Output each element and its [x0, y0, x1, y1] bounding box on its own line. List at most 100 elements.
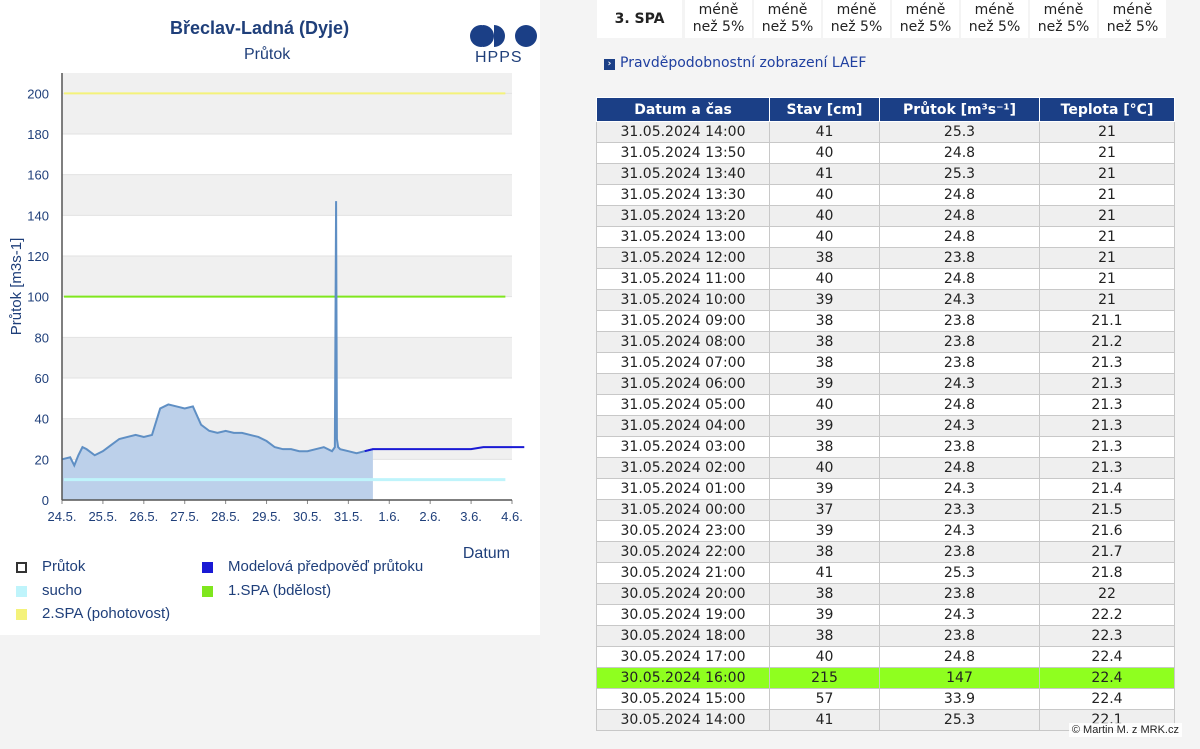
table-row: 31.05.2024 12:00 38 23.8 21 [596, 247, 1175, 269]
cell-flow: 23.8 [879, 310, 1040, 332]
spa-cell: méně než 5% [892, 0, 959, 38]
chart-title: Břeclav-Ladná (Dyje) [170, 18, 350, 38]
column-header-datetime[interactable]: Datum a čas [596, 97, 770, 122]
cell-temperature: 21.1 [1039, 310, 1175, 332]
hpps-logo-text: HPPS [475, 49, 523, 66]
cell-temperature: 22.4 [1039, 646, 1175, 668]
column-header-flow[interactable]: Průtok [m³s⁻¹] [879, 97, 1040, 122]
cell-temperature: 21.3 [1039, 373, 1175, 395]
table-row: 30.05.2024 17:00 40 24.8 22.4 [596, 646, 1175, 668]
table-row: 30.05.2024 21:00 41 25.3 21.8 [596, 562, 1175, 584]
cell-temperature: 21.2 [1039, 331, 1175, 353]
cell-temperature: 21 [1039, 184, 1175, 206]
cell-datetime: 31.05.2024 00:00 [596, 499, 770, 521]
table-row: 31.05.2024 06:00 39 24.3 21.3 [596, 373, 1175, 395]
cell-flow: 23.8 [879, 625, 1040, 647]
legend-item: sucho [16, 582, 266, 602]
cell-flow: 23.8 [879, 352, 1040, 374]
cell-stage: 38 [769, 436, 880, 458]
cell-stage: 40 [769, 205, 880, 227]
cell-flow: 24.8 [879, 226, 1040, 248]
cell-stage: 38 [769, 352, 880, 374]
cell-flow: 25.3 [879, 163, 1040, 185]
measurements-table: Datum a čas Stav [cm] Průtok [m³s⁻¹] Tep… [596, 97, 1175, 731]
grid-band [62, 256, 512, 297]
cell-stage: 39 [769, 604, 880, 626]
table-row: 31.05.2024 01:00 39 24.3 21.4 [596, 478, 1175, 500]
x-tick-label: 26.5. [129, 509, 158, 524]
cell-temperature: 21.3 [1039, 457, 1175, 479]
cell-datetime: 30.05.2024 18:00 [596, 625, 770, 647]
cell-flow: 24.3 [879, 604, 1040, 626]
legend-label: Modelová předpověď průtoku [228, 558, 424, 575]
hpps-logo-icon [470, 25, 537, 47]
cell-datetime: 31.05.2024 09:00 [596, 310, 770, 332]
cell-stage: 40 [769, 142, 880, 164]
credit-text: © Martin M. z MRK.cz [1068, 723, 1182, 737]
cell-temperature: 21 [1039, 121, 1175, 143]
x-tick-label: 24.5. [48, 509, 77, 524]
cell-datetime: 31.05.2024 10:00 [596, 289, 770, 311]
table-row: 30.05.2024 23:00 39 24.3 21.6 [596, 520, 1175, 542]
column-header-stage[interactable]: Stav [cm] [769, 97, 880, 122]
cell-flow: 24.3 [879, 289, 1040, 311]
y-tick-label: 160 [27, 168, 49, 183]
cell-datetime: 31.05.2024 08:00 [596, 331, 770, 353]
cell-temperature: 21 [1039, 142, 1175, 164]
y-tick-label: 100 [27, 290, 49, 305]
y-tick-label: 200 [27, 86, 49, 101]
cell-flow: 147 [879, 667, 1040, 689]
table-row: 31.05.2024 13:30 40 24.8 21 [596, 184, 1175, 206]
cell-flow: 24.8 [879, 268, 1040, 290]
cell-stage: 39 [769, 289, 880, 311]
x-tick-label: 30.5. [293, 509, 322, 524]
cell-datetime: 30.05.2024 16:00 [596, 667, 770, 689]
cell-datetime: 30.05.2024 17:00 [596, 646, 770, 668]
legend-swatch [202, 586, 213, 597]
x-tick-label: 29.5. [252, 509, 281, 524]
y-tick-label: 120 [27, 249, 49, 264]
legend-item: 2.SPA (pohotovost) [16, 605, 266, 625]
laef-link-text[interactable]: Pravděpodobnostní zobrazení LAEF [620, 55, 867, 71]
cell-stage: 41 [769, 163, 880, 185]
table-row: 31.05.2024 13:40 41 25.3 21 [596, 163, 1175, 185]
cell-datetime: 31.05.2024 14:00 [596, 121, 770, 143]
grid-band [62, 337, 512, 378]
legend-swatch [16, 609, 27, 620]
y-tick-label: 0 [42, 493, 49, 508]
x-tick-label: 3.6. [460, 509, 482, 524]
x-axis-label: Datum [463, 545, 510, 562]
cell-flow: 33.9 [879, 688, 1040, 710]
spa-cell: méně než 5% [823, 0, 890, 38]
cell-stage: 38 [769, 541, 880, 563]
cell-stage: 40 [769, 226, 880, 248]
cell-stage: 40 [769, 457, 880, 479]
cell-flow: 23.3 [879, 499, 1040, 521]
table-row: 31.05.2024 09:00 38 23.8 21.1 [596, 310, 1175, 332]
cell-datetime: 30.05.2024 22:00 [596, 541, 770, 563]
cell-stage: 57 [769, 688, 880, 710]
series-area-prutok [62, 201, 373, 500]
spa-label: 3. SPA [597, 0, 682, 38]
cell-temperature: 21 [1039, 205, 1175, 227]
cell-datetime: 31.05.2024 01:00 [596, 478, 770, 500]
table-row: 30.05.2024 14:00 41 25.3 22.1 [596, 709, 1175, 731]
table-row: 31.05.2024 05:00 40 24.8 21.3 [596, 394, 1175, 416]
column-header-temperature[interactable]: Teplota [°C] [1039, 97, 1175, 122]
legend-swatch [202, 562, 213, 573]
x-tick-label: 31.5. [334, 509, 363, 524]
laef-link[interactable]: › Pravděpodobnostní zobrazení LAEF [604, 55, 866, 71]
spa-cell: méně než 5% [1099, 0, 1166, 38]
cell-stage: 39 [769, 478, 880, 500]
cell-flow: 24.3 [879, 415, 1040, 437]
cell-temperature: 21 [1039, 268, 1175, 290]
legend-label: Průtok [42, 558, 86, 575]
table-row: 31.05.2024 04:00 39 24.3 21.3 [596, 415, 1175, 437]
x-tick-label: 27.5. [170, 509, 199, 524]
cell-temperature: 22.4 [1039, 667, 1175, 689]
cell-temperature: 21.3 [1039, 436, 1175, 458]
legend-item: 1.SPA (bdělost) [202, 582, 452, 602]
table-row: 30.05.2024 15:00 57 33.9 22.4 [596, 688, 1175, 710]
cell-stage: 38 [769, 247, 880, 269]
x-tick-label: 4.6. [501, 509, 523, 524]
